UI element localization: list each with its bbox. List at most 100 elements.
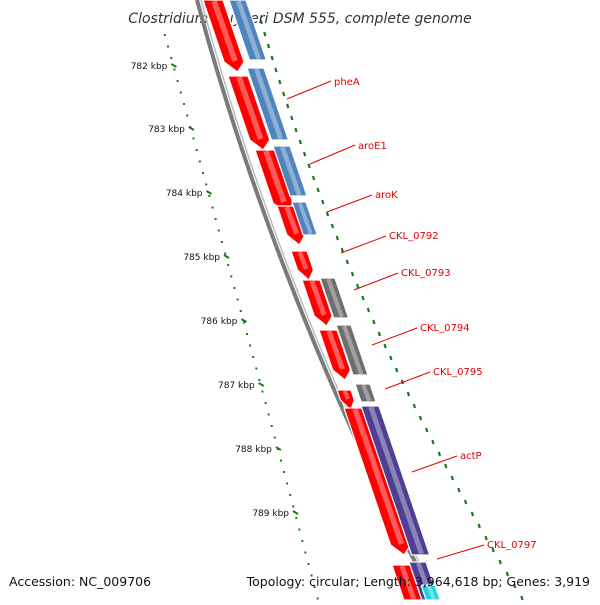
- kbp-tick-label: 787 kbp: [218, 381, 255, 391]
- scale-dot: [236, 298, 239, 301]
- gene-block-actP[interactable]: [360, 405, 431, 556]
- scale-dot: [176, 80, 179, 82]
- ruler-dash: [325, 211, 330, 217]
- gene-block-CKL_0794[interactable]: [335, 324, 369, 376]
- ruler-dash: [266, 43, 271, 49]
- ruler-dash: [356, 283, 360, 289]
- scale-dot: [286, 482, 289, 485]
- scale-dot: [310, 574, 313, 577]
- ruler-dash: [389, 355, 393, 361]
- ruler-dash: [383, 343, 387, 349]
- gene-label[interactable]: CKL_0792: [389, 231, 439, 242]
- scale-dot: [179, 91, 182, 94]
- ruler-dash: [361, 295, 365, 301]
- scale-dot: [211, 206, 214, 209]
- gene-label-leader: [340, 235, 387, 254]
- topology-text: Topology: circular; Length: 3,964,618 bp…: [246, 574, 590, 589]
- scale-dot: [304, 551, 307, 554]
- scale-dot: [280, 459, 282, 462]
- scale-ticks: 782 kbp 783 kbp 784 kbp 785 kbp 786 kbp 787 k…: [131, 19, 524, 601]
- cds-block[interactable]: [202, 0, 245, 73]
- kbp-tick-label: 786 kbp: [201, 317, 238, 327]
- scale-dot: [163, 34, 166, 36]
- kbp-tick-label: 788 kbp: [235, 445, 272, 455]
- scale-dot: [283, 471, 285, 473]
- scale-dot: [173, 68, 176, 71]
- gene-label[interactable]: pheA: [334, 77, 360, 88]
- scale-major-tick: [240, 318, 247, 323]
- scale-dot: [242, 321, 245, 324]
- gene-label[interactable]: CKL_0797: [487, 540, 537, 551]
- ruler-dash: [321, 199, 325, 205]
- scale-dot: [239, 310, 242, 312]
- cds-block[interactable]: [227, 75, 271, 151]
- ruler-dash: [340, 247, 344, 253]
- scale-major-tick: [205, 190, 213, 195]
- scale-dot: [264, 402, 267, 404]
- gene-label[interactable]: actP: [460, 451, 482, 462]
- gene-label-leader: [384, 371, 431, 390]
- scale-major-tick: [258, 382, 265, 387]
- ruler-dash: [350, 271, 355, 277]
- gene-block-CKL_0793[interactable]: [319, 277, 350, 319]
- gene-label-leader: [371, 327, 418, 346]
- gene-features: [202, 0, 441, 601]
- ruler-dash: [311, 175, 316, 181]
- gene-label[interactable]: aroK: [375, 190, 398, 201]
- scale-dot: [220, 241, 223, 243]
- kbp-tick-label: 789 kbp: [252, 509, 289, 519]
- scale-dot: [270, 425, 273, 427]
- scale-major-tick: [275, 446, 282, 451]
- ruler-dash: [470, 511, 475, 517]
- scale-dot: [192, 137, 195, 140]
- scale-major-tick: [170, 63, 177, 68]
- gene-label-leader: [436, 544, 485, 560]
- ruler-dash: [274, 67, 278, 73]
- cds-block[interactable]: [290, 250, 315, 281]
- ruler-dash: [425, 427, 429, 433]
- scale-dot: [289, 494, 292, 496]
- scale-dot: [298, 528, 301, 531]
- ruler-dash: [345, 259, 349, 265]
- cds-block[interactable]: [301, 279, 333, 327]
- ruler-dash: [520, 595, 524, 601]
- scale-dot: [313, 586, 316, 588]
- scale-dot: [198, 160, 201, 163]
- ruler-dash: [298, 139, 302, 145]
- scale-major-tick: [223, 254, 230, 259]
- gene-block-CKL_0792[interactable]: [291, 201, 319, 236]
- ruler-dash: [335, 235, 339, 241]
- cds-block[interactable]: [318, 329, 352, 381]
- gene-label[interactable]: CKL_0793: [401, 268, 451, 279]
- gene-block-aroK[interactable]: [272, 145, 308, 197]
- ruler-dash: [437, 451, 442, 457]
- gene-label-leader: [326, 194, 373, 213]
- cds-block[interactable]: [336, 389, 356, 412]
- scale-dot: [307, 563, 310, 565]
- scale-dot: [224, 252, 227, 255]
- scale-dot: [195, 149, 198, 151]
- accession-text: Accession: NC_009706: [9, 574, 152, 589]
- gene-block-pheA[interactable]: [228, 0, 268, 61]
- ruler-dash: [302, 151, 307, 157]
- scale-dot: [214, 218, 217, 220]
- gene-label[interactable]: aroE1: [358, 141, 387, 152]
- scale-dot: [295, 517, 298, 519]
- ruler-dash: [463, 499, 468, 505]
- scale-dot: [246, 333, 248, 335]
- ruler-dash: [450, 475, 454, 481]
- gene-label[interactable]: CKL_0794: [420, 323, 470, 334]
- gene-label-leader: [411, 455, 458, 473]
- ruler-dash: [377, 331, 382, 337]
- ruler-dash: [444, 463, 448, 469]
- gene-label[interactable]: CKL_0795: [433, 367, 483, 378]
- ruler-dash: [366, 307, 371, 313]
- gene-block-aroE1[interactable]: [246, 67, 290, 141]
- scale-dot: [202, 172, 204, 174]
- gene-block-CKL_0795[interactable]: [354, 383, 377, 403]
- ruler-dash: [259, 19, 263, 25]
- ruler-dash: [491, 547, 495, 553]
- cds-block[interactable]: [343, 407, 412, 556]
- kbp-tick-label: 784 kbp: [166, 189, 203, 199]
- ruler-dash: [278, 79, 282, 85]
